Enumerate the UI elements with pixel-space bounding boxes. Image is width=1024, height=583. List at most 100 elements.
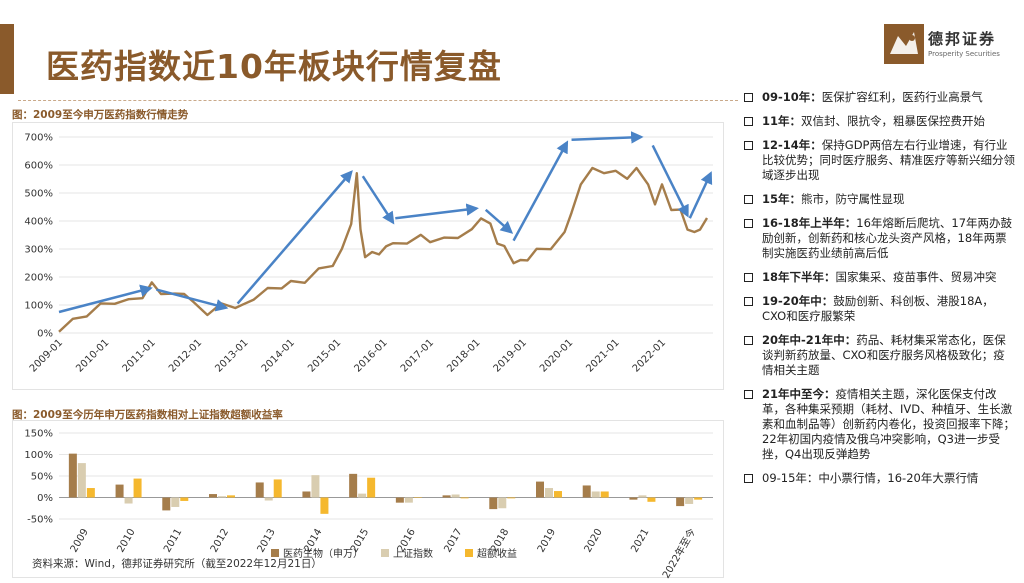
checkbox-bullet-icon [744,390,753,399]
note-label: 12-14年： [762,138,822,152]
bar [507,497,516,499]
bar [218,496,226,498]
bar [255,482,264,498]
title-divider [18,100,738,101]
bar [209,494,217,498]
bar [395,497,404,503]
note-text: 鼓励创新、科创板、港股18A，CXO和医疗服繁荣 [762,294,994,323]
trend-arrow [571,131,644,144]
y-tick-label: 50% [31,472,53,483]
checkbox-bullet-icon [744,141,753,150]
note-item: 19-20年中：鼓励创新、科创板、港股18A，CXO和医疗服繁荣 [744,294,1016,324]
logo-icon [884,24,924,64]
chart1-caption: 图：2009至今申万医药指数行情走势 [12,109,189,121]
y-tick-label: 100% [24,301,53,312]
bar [171,497,180,507]
checkbox-bullet-icon [744,297,753,306]
bar [536,481,544,498]
note-text: 疫情相关主题，深化医保支付改革，各种集采预期（耗材、IVD、种植牙、生长激素和血… [762,387,1015,461]
y-tick-label: 400% [24,217,53,228]
bar [404,497,413,503]
x-tick-label: 2017-01 [399,337,436,374]
y-tick-label: 150% [24,429,53,440]
x-tick-label: 2019 [536,527,558,555]
trend-arrow [236,170,353,305]
note-text: 09-15年：中小票行情，16-20年大票行情 [762,471,979,485]
bar [133,478,142,498]
x-tick-label: 2021 [629,527,651,555]
x-tick-label: 2015-01 [306,337,343,374]
y-tick-label: 0% [37,493,53,504]
bar [545,488,553,498]
note-item: 16-18年上半年：16年熔断后爬坑、17年两办鼓励创新，创新药和核心龙头资产风… [744,216,1016,261]
bar [77,463,86,498]
bar [489,497,498,510]
x-tick-label: 2013-01 [213,337,250,374]
bar [442,495,451,498]
note-item: 11年：双信封、限抗令，粗暴医保控费开始 [744,114,1016,129]
accent-bar [0,24,14,94]
x-tick-label: 2020-01 [538,337,575,374]
trend-arrow [395,203,479,220]
x-tick-label: 2022-01 [631,337,668,374]
x-tick-label: 2009 [69,527,91,555]
excess-return-svg: 150%100%50%0%-50%2009 2010 2011 2012 2013 201… [24,429,713,581]
note-text: 国家集采、疫苗事件、贸易冲突 [835,270,997,284]
trend-arrow [58,284,153,314]
bar [264,497,273,501]
legend-label: 超额收益 [477,547,517,560]
x-tick-label: 2016-01 [352,337,389,374]
legend-swatch [381,549,389,557]
bar [273,479,282,498]
trend-arrow [361,175,395,225]
index-trend-svg: 700%600%500%400%300%200%100%0%2009-01 201… [24,131,713,375]
x-tick-label: 2018-01 [445,337,482,374]
bar [554,491,562,498]
x-tick-label: 2009-01 [28,337,65,374]
note-label: 09-10年： [762,90,822,104]
note-label: 11年： [762,114,802,128]
y-tick-label: 500% [24,189,53,200]
note-item: 12-14年：保持GDP两倍左右行业增速，有行业比较优势；同时医疗服务、精准医疗… [744,138,1016,183]
x-tick-label: 2022年至今 [659,526,698,579]
y-tick-label: 0% [37,329,53,340]
bar [498,497,507,509]
note-label: 18年下半年： [762,270,836,284]
checkbox-bullet-icon [744,273,753,282]
trend-arrow [651,144,689,218]
note-item: 09-10年：医保扩容红利，医药行业高景气 [744,90,1016,105]
legend-label: 医药生物（申万） [283,547,363,560]
note-item: 18年下半年：国家集采、疫苗事件、贸易冲突 [744,270,1016,285]
bar [694,497,703,500]
bar [115,484,124,498]
bar [227,495,235,498]
trend-arrow [512,140,569,242]
bar [413,497,422,498]
x-tick-label: 2020 [583,527,605,555]
note-text: 药品、耗材集采常态化，医保谈判新药放量、CXO和医疗服务风格极致化；疫情相关主题 [762,333,1006,377]
note-text: 医保扩容红利，医药行业高景气 [821,90,983,104]
bar [320,497,329,514]
bar [86,488,95,498]
legend-swatch [465,549,473,557]
bar [180,497,189,501]
excess-return-chart: 150% 100% 50% 0% -50% 2009 2010 2011 2012 2013 201… [12,420,724,581]
index-trend-chart: 700% 600% 500% 400% 300% 200% 100% 0% 2009-01 201… [12,122,724,390]
note-text: 保持GDP两倍左右行业增速，有行业比较优势；同时医疗服务、精准医疗等新兴细分领域… [762,138,1015,182]
legend-label: 上证指数 [393,547,433,560]
bar [68,453,77,498]
x-tick-label: 2019-01 [492,337,529,374]
bar [629,497,638,500]
bar [591,491,600,498]
y-tick-label: -50% [27,515,53,526]
x-tick-label: 2012 [209,527,231,555]
trend-arrow [156,288,229,312]
chart2-caption: 图：2009至今历年申万医药指数相对上证指数超额收益率 [12,409,283,421]
bar [638,495,647,498]
trend-arrow [484,208,514,234]
x-tick-label: 2011 [162,527,184,555]
bar [600,491,609,498]
legend-swatch [271,549,279,557]
note-text: 双信封、限抗令，粗暴医保控费开始 [801,114,986,128]
x-tick-label: 2010-01 [74,337,111,374]
